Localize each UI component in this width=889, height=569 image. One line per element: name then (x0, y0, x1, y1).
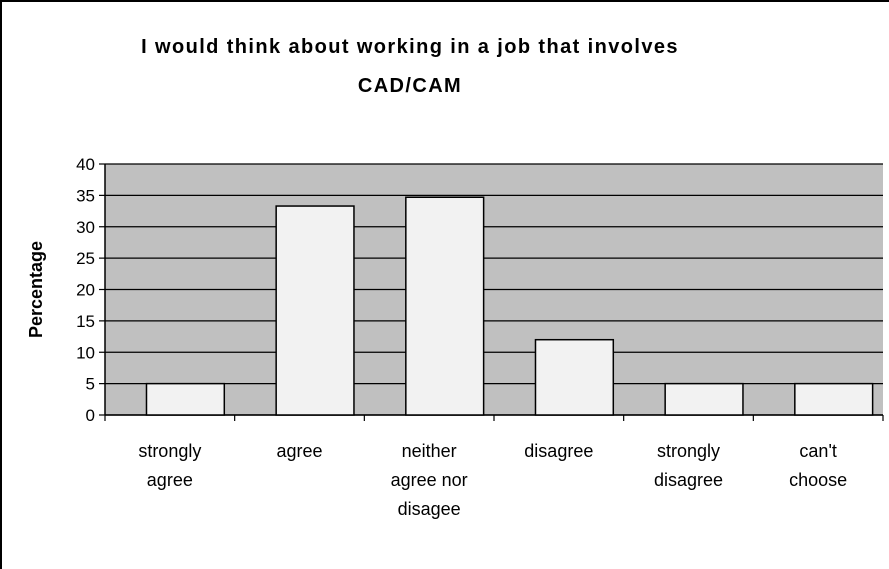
bar-5 (794, 382, 874, 416)
chart-title-line-2: CAD/CAM (357, 75, 463, 97)
bar-3 (534, 338, 615, 416)
y-tick-label-30: 30 (76, 218, 95, 237)
x-category-label-3: disagree (524, 441, 593, 461)
chart-title-line-1: I would think about working in a job tha… (141, 36, 679, 58)
bar-0 (145, 382, 226, 416)
y-tick-label-0: 0 (86, 406, 95, 425)
x-category-label-1: agree (276, 441, 322, 461)
bar-2 (405, 196, 485, 416)
y-tick-label-35: 35 (76, 186, 95, 205)
y-tick-label-25: 25 (76, 249, 95, 268)
x-category-label-5: can't choose (789, 441, 847, 490)
y-tick-label-40: 40 (76, 155, 95, 174)
y-tick-label-15: 15 (76, 312, 95, 331)
x-category-label-2: neither agree nor disagee (391, 441, 468, 519)
y-axis-label: Percentage (26, 241, 46, 338)
y-tick-label-20: 20 (76, 281, 95, 300)
bar-4 (664, 382, 744, 416)
bar-1 (275, 205, 355, 416)
x-category-label-4: strongly disagree (654, 441, 723, 490)
x-category-label-0: strongly agree (138, 441, 201, 490)
y-tick-label-10: 10 (76, 343, 95, 362)
y-tick-label-5: 5 (86, 375, 95, 394)
